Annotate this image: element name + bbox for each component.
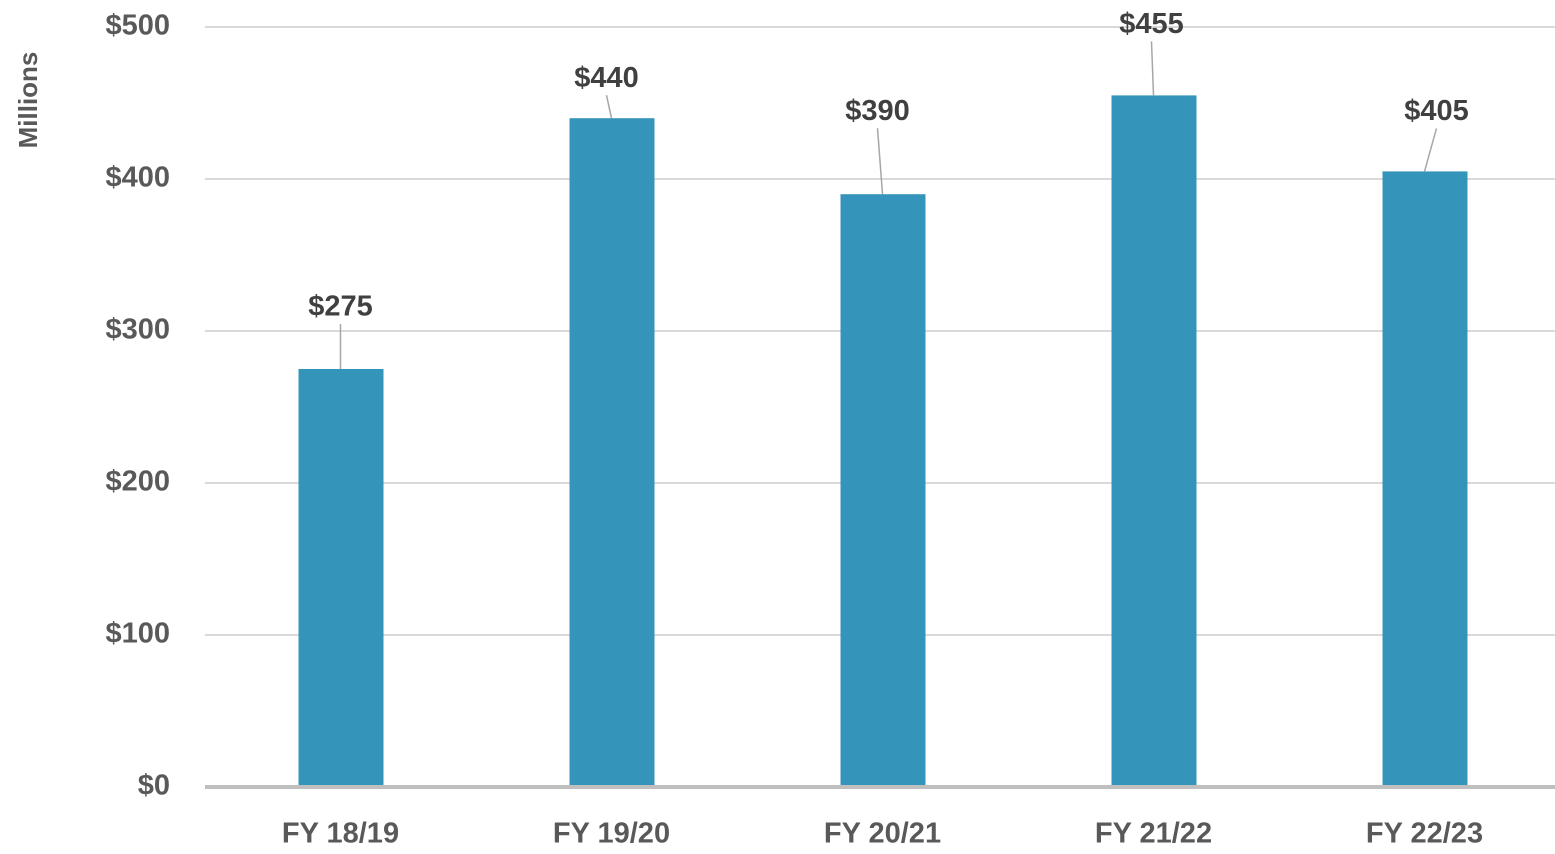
y-tick-label: $500 — [105, 10, 170, 42]
y-tick-label: $300 — [105, 314, 170, 346]
x-tick-label: FY 19/20 — [553, 818, 670, 850]
bar — [569, 118, 655, 787]
bar — [840, 194, 926, 787]
x-tick-label: FY 21/22 — [1095, 818, 1212, 850]
data-label: $440 — [574, 62, 639, 94]
x-tick-label: FY 18/19 — [282, 818, 399, 850]
y-tick-label: $0 — [138, 770, 170, 802]
y-tick-label: $200 — [105, 466, 170, 498]
data-label: $455 — [1119, 8, 1184, 40]
x-tick-label: FY 22/23 — [1366, 818, 1483, 850]
bar — [298, 369, 384, 787]
data-label: $405 — [1404, 95, 1469, 127]
bar — [1382, 171, 1468, 787]
x-tick-label: FY 20/21 — [824, 818, 941, 850]
y-tick-label: $400 — [105, 162, 170, 194]
leader-line — [876, 128, 884, 195]
leader-line — [1423, 128, 1438, 172]
data-label: $275 — [308, 291, 373, 323]
data-label: $390 — [845, 95, 910, 127]
leader-line — [605, 95, 613, 119]
bar — [1111, 95, 1197, 787]
leader-line — [1150, 41, 1155, 96]
y-axis-label: Millions — [13, 52, 43, 149]
y-tick-label: $100 — [105, 618, 170, 650]
